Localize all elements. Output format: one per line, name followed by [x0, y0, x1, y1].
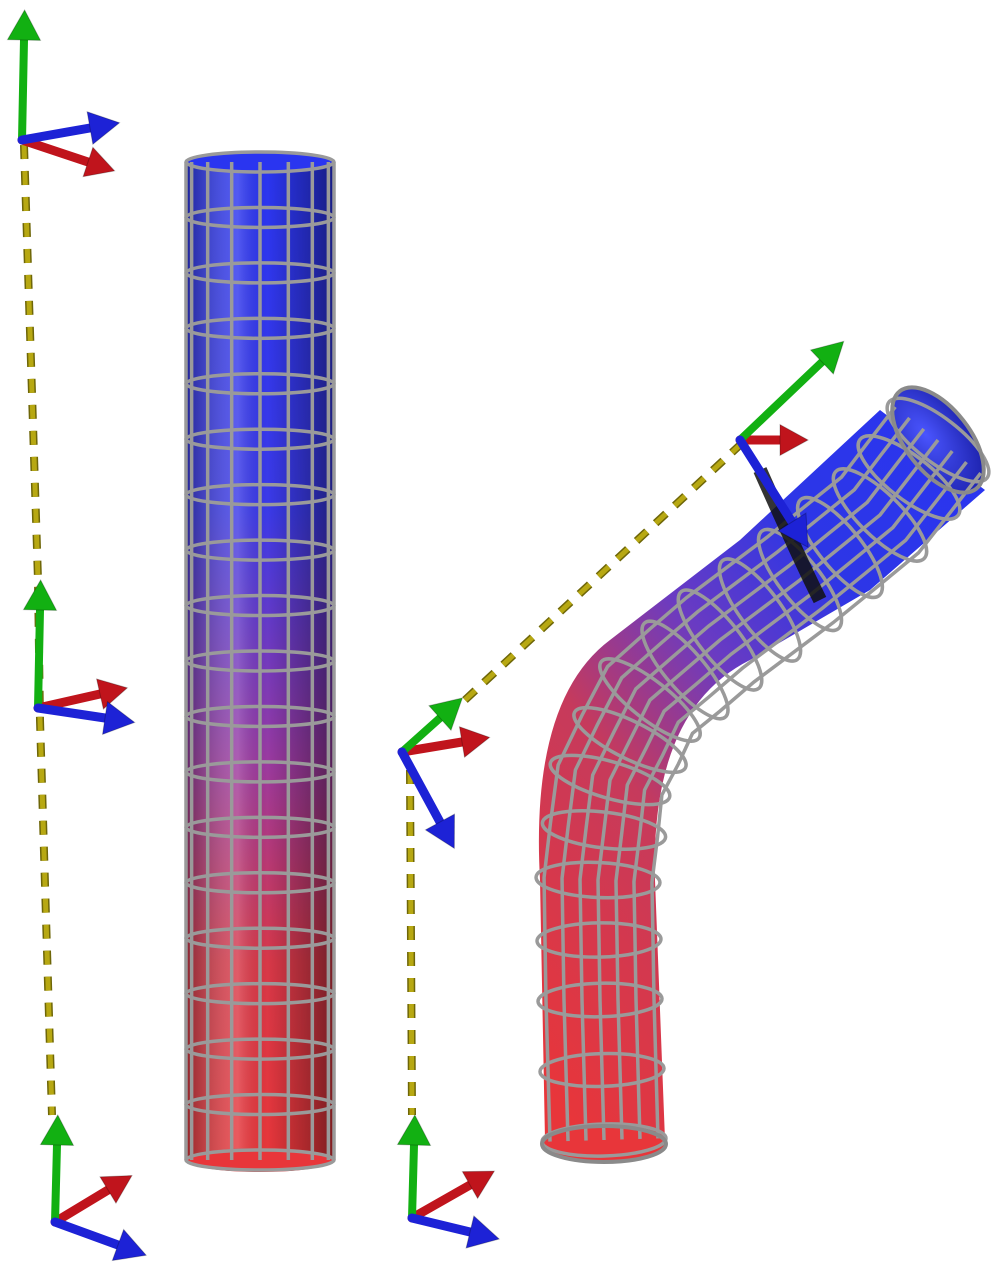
coordinate-frame-icon: [398, 1115, 500, 1248]
coordinate-frame-icon: [402, 698, 490, 848]
coordinate-frame-icon: [24, 580, 135, 734]
wireframe-tube-bent: [535, 371, 992, 1162]
coordinate-frame-icon: [41, 1115, 147, 1260]
wireframe-tube-straight: [186, 152, 334, 1172]
